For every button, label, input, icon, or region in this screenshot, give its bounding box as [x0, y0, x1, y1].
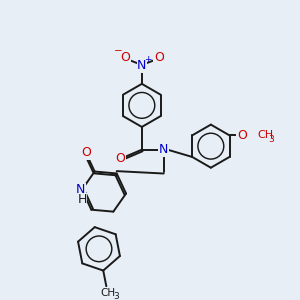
Text: N: N — [76, 183, 85, 196]
Text: O: O — [237, 129, 247, 142]
Text: O: O — [154, 51, 164, 64]
Text: 3: 3 — [113, 292, 118, 300]
Text: N: N — [159, 143, 168, 156]
Text: N: N — [137, 59, 146, 72]
Text: CH: CH — [100, 288, 115, 298]
Text: O: O — [115, 152, 125, 166]
Text: H: H — [77, 193, 87, 206]
Text: CH: CH — [257, 130, 273, 140]
Text: 3: 3 — [268, 135, 274, 144]
Text: O: O — [120, 51, 130, 64]
Text: −: − — [114, 46, 122, 56]
Text: +: + — [145, 55, 152, 64]
Text: O: O — [81, 146, 91, 159]
